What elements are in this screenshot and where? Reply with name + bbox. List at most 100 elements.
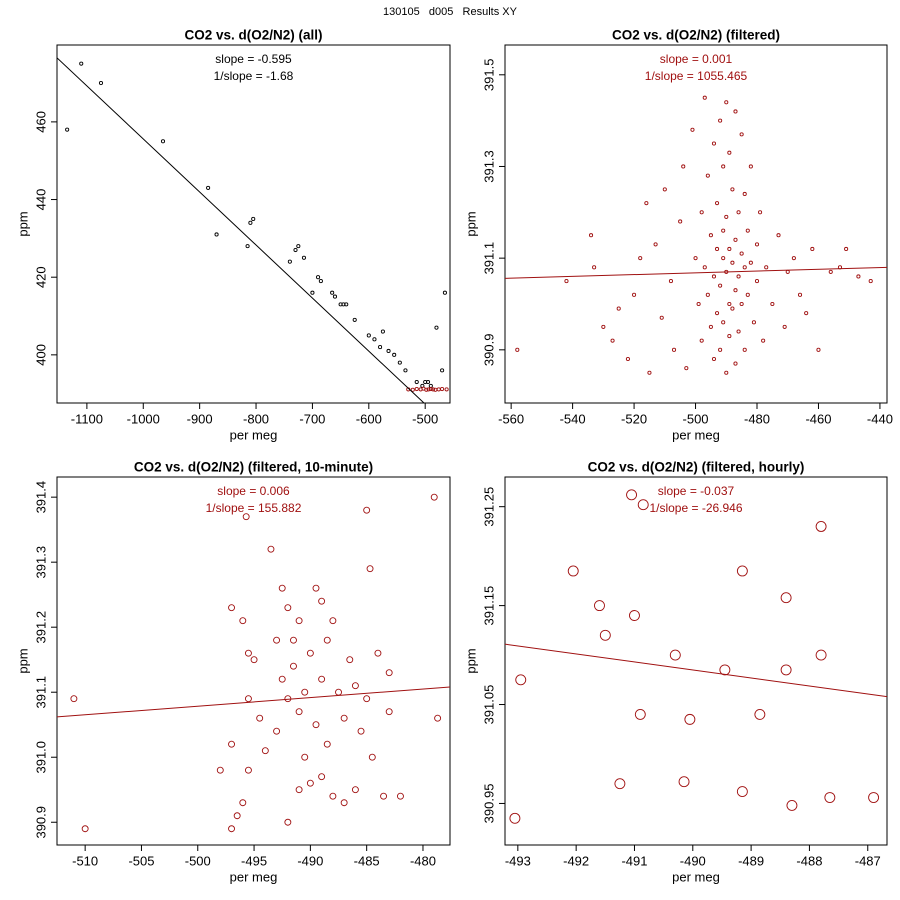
point (844, 246, 849, 252)
point (278, 675, 286, 683)
x-tick-label: -600 (356, 411, 382, 426)
point (440, 368, 445, 373)
x-tick-label: -520 (621, 411, 647, 426)
point (385, 669, 393, 677)
point (318, 773, 326, 781)
fit-line (505, 266, 887, 279)
y-tick-label: 391.3 (33, 546, 48, 579)
panel-title: CO2 vs. d(O2/N2) (filtered, hourly) (588, 460, 805, 475)
point (730, 260, 735, 265)
point (758, 210, 763, 215)
point (318, 675, 326, 683)
point (332, 294, 338, 299)
x-tick-label: -489 (738, 853, 764, 868)
points (65, 61, 449, 392)
point (244, 649, 252, 657)
point (610, 338, 615, 343)
annotation: slope = 0.001 (660, 52, 733, 66)
point (515, 674, 527, 686)
point (306, 649, 314, 657)
point (329, 617, 337, 625)
x-tick-label: -500 (185, 853, 211, 868)
point (386, 348, 391, 354)
point (594, 600, 605, 612)
point (708, 324, 713, 329)
point (736, 565, 748, 577)
point (616, 306, 621, 311)
point (330, 290, 335, 295)
point (380, 792, 388, 800)
point (721, 164, 726, 169)
point (278, 584, 286, 592)
point (284, 604, 292, 612)
point (366, 333, 371, 338)
point (351, 682, 359, 690)
y-tick-label: 390.9 (33, 806, 48, 839)
x-tick-label: -490 (680, 853, 706, 868)
point (727, 150, 732, 155)
point (216, 766, 224, 774)
point (690, 127, 695, 132)
point (791, 256, 796, 261)
point (290, 662, 297, 670)
point (711, 141, 717, 146)
point (754, 242, 760, 247)
point (745, 292, 750, 297)
point (634, 708, 646, 720)
annotation: 1/slope = 1055.465 (645, 69, 748, 83)
point (599, 629, 611, 641)
point (430, 493, 438, 501)
point (786, 799, 798, 811)
point (267, 545, 275, 553)
y-axis-label: ppm (463, 648, 478, 673)
point (711, 274, 717, 279)
annotation: slope = 0.006 (217, 484, 290, 498)
point (295, 617, 303, 625)
x-axis-label: per meg (672, 427, 720, 442)
point (244, 766, 252, 774)
point (708, 233, 713, 238)
point (696, 301, 701, 307)
x-tick-label: -1000 (127, 411, 160, 426)
annotation: slope = -0.595 (215, 52, 292, 66)
point (228, 825, 235, 833)
point (815, 521, 827, 532)
point (366, 565, 374, 573)
y-tick-label: 391.3 (481, 150, 496, 183)
point (329, 792, 337, 800)
x-tick-label: -560 (498, 411, 524, 426)
point (727, 301, 732, 307)
annotation: 1/slope = -1.68 (214, 69, 294, 83)
point (239, 799, 247, 807)
y-axis-label: ppm (463, 211, 478, 236)
point (160, 139, 166, 144)
x-tick-label: -492 (563, 853, 589, 868)
point (380, 329, 385, 334)
point (797, 292, 803, 297)
point (647, 370, 652, 375)
point (742, 265, 747, 270)
point (340, 714, 348, 722)
y-tick-label: 460 (33, 111, 48, 133)
point (296, 244, 301, 249)
point (702, 265, 707, 270)
y-tick-label: 391.1 (481, 242, 496, 275)
panel-title: CO2 vs. d(O2/N2) (filtered) (612, 28, 780, 43)
panel: CO2 vs. d(O2/N2) (filtered) -560 -540 -520 -… (463, 28, 893, 443)
point (653, 242, 658, 247)
point (638, 256, 643, 261)
point (702, 95, 707, 100)
point (244, 695, 252, 703)
point (727, 246, 732, 252)
point (629, 610, 640, 621)
point (751, 320, 756, 325)
point (228, 604, 235, 612)
y-tick-label: 391.5 (481, 59, 496, 92)
point (828, 269, 833, 274)
point (776, 233, 781, 238)
plot-box (504, 476, 888, 846)
point (736, 210, 741, 215)
annotation: 1/slope = -26.946 (649, 501, 742, 515)
point (669, 649, 681, 661)
